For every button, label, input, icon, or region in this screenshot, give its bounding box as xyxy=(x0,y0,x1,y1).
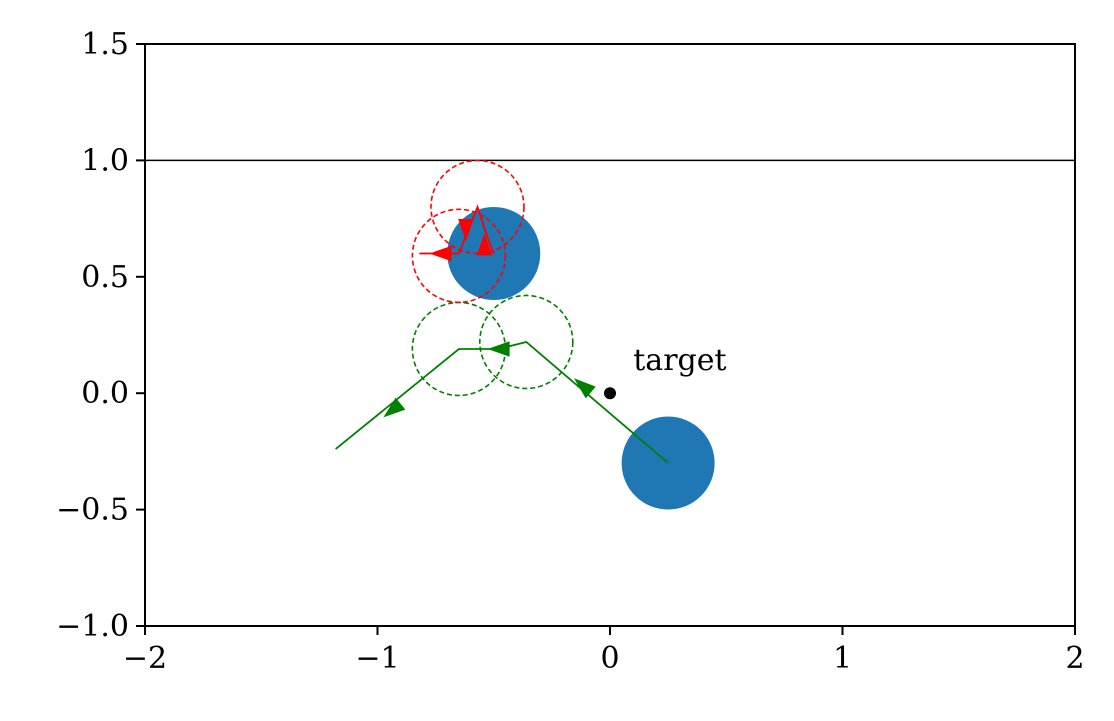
y-axis-ticks: −1.0 −0.5 0.0 0.5 1.0 1.5 xyxy=(56,27,145,644)
red-arrow-head-2 xyxy=(458,219,474,242)
green-trajectory-line xyxy=(335,341,669,464)
red-trajectory-layer xyxy=(411,159,525,304)
red-dashed-circle-2 xyxy=(411,208,507,304)
y-tick-label: 0.5 xyxy=(81,260,129,295)
plot-content xyxy=(145,159,1075,510)
x-tick-label: 1 xyxy=(833,641,852,676)
x-tick-label: −2 xyxy=(123,641,167,676)
y-tick-label: 1.0 xyxy=(81,143,129,178)
green-trajectory-layer xyxy=(335,294,669,464)
target-point xyxy=(604,387,616,400)
x-axis-ticks: −2 −1 0 1 2 xyxy=(123,626,1085,676)
red-arrow-head-1 xyxy=(476,233,493,256)
obstacle-1 xyxy=(621,416,715,510)
y-tick-label: −0.5 xyxy=(56,493,129,528)
red-arrow-head-3 xyxy=(429,245,452,262)
green-arrow-head-2 xyxy=(487,341,510,357)
x-tick-label: −1 xyxy=(355,641,399,676)
y-tick-label: 0.0 xyxy=(81,376,129,411)
green-arrow-head-1 xyxy=(573,378,596,399)
y-tick-label: −1.0 xyxy=(56,609,129,644)
green-dashed-circle-1 xyxy=(478,294,574,390)
axes-frame xyxy=(144,43,1076,627)
x-tick-label: 0 xyxy=(600,641,619,676)
green-arrow-head-3 xyxy=(383,397,406,418)
target-label: target xyxy=(633,343,726,378)
y-tick-label: 1.5 xyxy=(81,27,129,62)
x-tick-label: 2 xyxy=(1065,641,1084,676)
